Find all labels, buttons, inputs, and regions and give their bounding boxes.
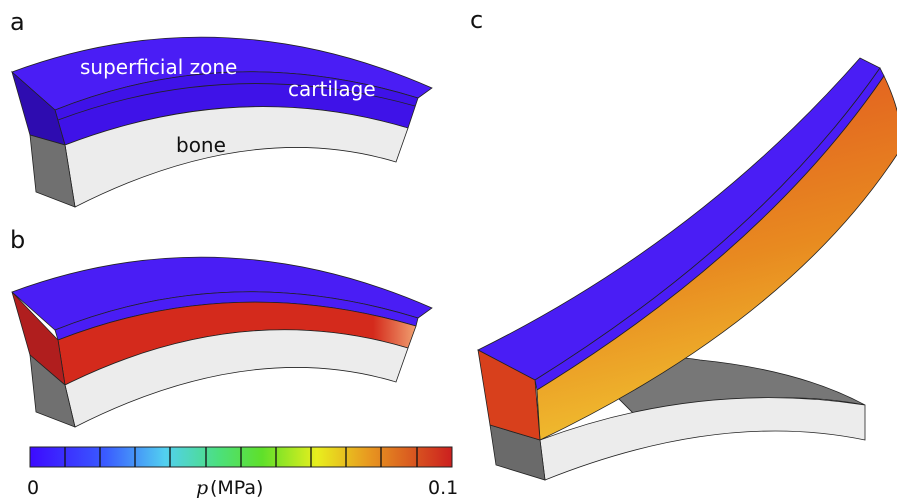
panel-label: c — [470, 6, 483, 34]
panel-label: b — [10, 226, 25, 254]
colorbar-symbol: p — [196, 477, 208, 499]
colorbar-min: 0 — [27, 477, 39, 499]
colorbar: 0 p (MPa) 0.1 — [27, 447, 458, 499]
annotation: cartilage — [288, 77, 376, 101]
panel-label: a — [10, 8, 25, 36]
panel-c — [478, 58, 897, 480]
colorbar-unit: (MPa) — [210, 477, 263, 499]
colorbar-max: 0.1 — [428, 477, 458, 499]
figure: a superficial zone cartilage bone b c — [0, 0, 897, 502]
panel-b — [12, 257, 432, 427]
annotation: bone — [176, 133, 226, 157]
annotation: superficial zone — [80, 55, 237, 79]
